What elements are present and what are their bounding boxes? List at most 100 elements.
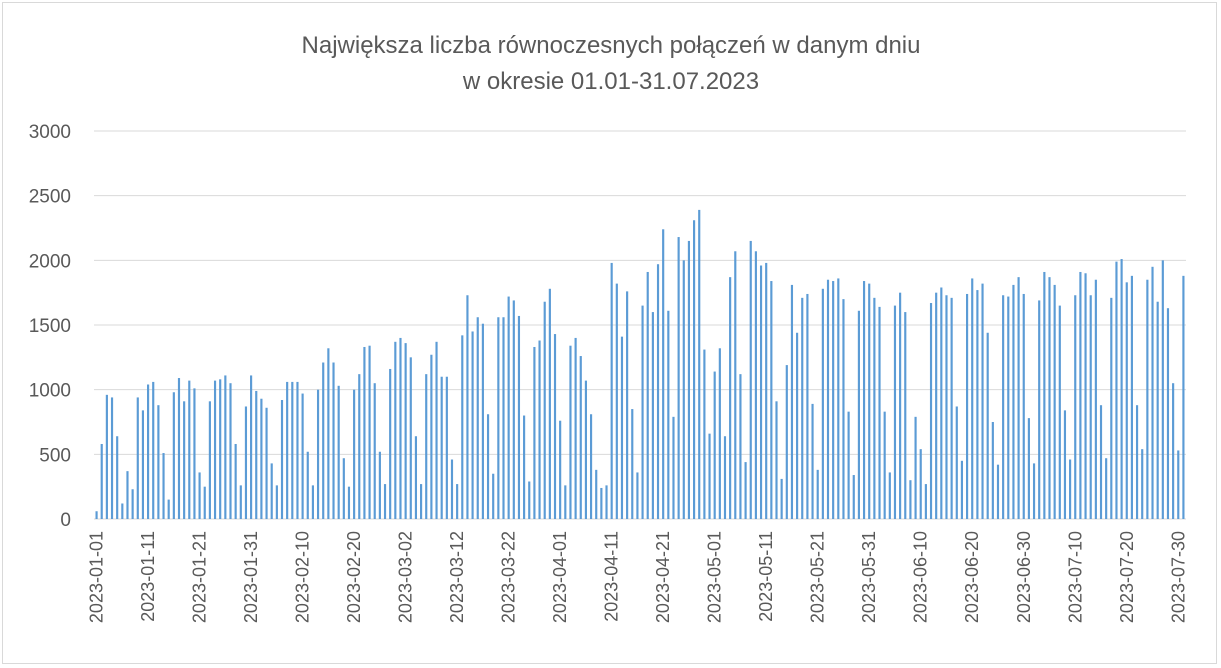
bar: [250, 375, 253, 519]
bar: [569, 345, 572, 519]
bar: [579, 356, 582, 519]
bar-layer: [95, 209, 1185, 520]
bar: [553, 334, 557, 519]
bar: [461, 335, 464, 519]
bar: [945, 295, 948, 519]
bar: [1151, 266, 1154, 519]
bar: [883, 411, 886, 519]
x-tick-label: 2023-06-20: [962, 531, 982, 623]
bar: [394, 341, 397, 519]
bar: [131, 489, 134, 519]
bar: [1043, 271, 1046, 519]
bar: [826, 279, 830, 519]
bar: [1007, 296, 1010, 519]
bar: [971, 278, 974, 519]
bar: [641, 305, 644, 519]
bar: [543, 301, 546, 519]
bar: [904, 312, 907, 519]
bar: [589, 414, 593, 519]
bar: [966, 293, 969, 519]
bar: [919, 449, 922, 519]
y-tick-label: 0: [60, 510, 71, 531]
y-tick-label: 1000: [29, 381, 71, 402]
bar: [739, 374, 742, 519]
bar: [265, 407, 268, 519]
x-tick-label: 2023-05-21: [808, 531, 828, 623]
bar: [806, 293, 809, 519]
bar: [1120, 259, 1123, 519]
bar: [651, 312, 654, 519]
bar: [270, 463, 273, 519]
grid-layer: [94, 130, 1186, 520]
bar: [564, 485, 567, 519]
bar: [765, 262, 768, 519]
bar: [183, 401, 186, 519]
bar: [909, 480, 912, 519]
bar: [110, 397, 114, 519]
bar: [749, 240, 752, 519]
bar: [1115, 261, 1118, 519]
y-tick-label: 500: [39, 445, 71, 466]
bar: [811, 403, 814, 519]
bar: [976, 290, 979, 519]
bar: [378, 451, 381, 519]
bar: [1063, 410, 1067, 519]
bar: [203, 486, 206, 519]
bar: [523, 415, 526, 519]
bar: [899, 292, 902, 519]
bar: [244, 406, 248, 519]
x-tick-label: 2023-01-21: [190, 531, 210, 623]
bar: [389, 368, 392, 519]
x-tick-label: 2023-04-11: [602, 531, 622, 622]
x-tick-label: 2023-07-10: [1065, 531, 1085, 623]
bar: [754, 251, 757, 519]
bar: [734, 251, 737, 519]
y-tick-label: 2000: [29, 251, 71, 272]
bar: [538, 340, 541, 519]
bar: [862, 281, 866, 519]
bar: [893, 305, 897, 519]
bar: [121, 503, 124, 519]
bar: [1089, 295, 1092, 519]
bar: [337, 385, 340, 519]
bar: [440, 376, 443, 519]
bar: [260, 398, 263, 519]
bar: [1110, 297, 1113, 519]
x-tick-label: 2023-02-10: [293, 531, 313, 623]
bar: [476, 317, 479, 519]
bar: [935, 292, 938, 519]
bar: [960, 460, 964, 519]
bar: [1135, 405, 1139, 519]
bar: [631, 409, 634, 519]
bar: [234, 443, 237, 519]
bar: [533, 346, 536, 519]
y-tick-label: 3000: [29, 122, 71, 143]
x-tick-label: 2023-01-31: [241, 531, 261, 623]
bar: [847, 411, 850, 519]
bar: [837, 278, 840, 519]
bar: [486, 414, 490, 519]
bar: [126, 471, 129, 519]
bar: [311, 485, 314, 519]
bar: [420, 484, 423, 519]
bar: [682, 260, 685, 519]
bar: [1027, 418, 1030, 519]
bar: [399, 337, 402, 519]
bar: [868, 283, 871, 519]
bar: [857, 310, 860, 519]
bar: [996, 464, 1000, 519]
bar: [667, 310, 670, 519]
bar: [878, 306, 881, 519]
bar: [162, 453, 165, 519]
bar: [1012, 284, 1015, 519]
bar: [332, 362, 335, 519]
bar: [425, 374, 428, 519]
bar: [646, 271, 649, 519]
x-tick-label: 2023-05-11: [756, 531, 776, 622]
x-tick-label: 2023-02-20: [344, 531, 364, 623]
bar: [1053, 284, 1056, 519]
bar: [208, 401, 211, 519]
bar: [193, 388, 196, 519]
bar: [626, 291, 629, 519]
bar: [981, 283, 984, 519]
